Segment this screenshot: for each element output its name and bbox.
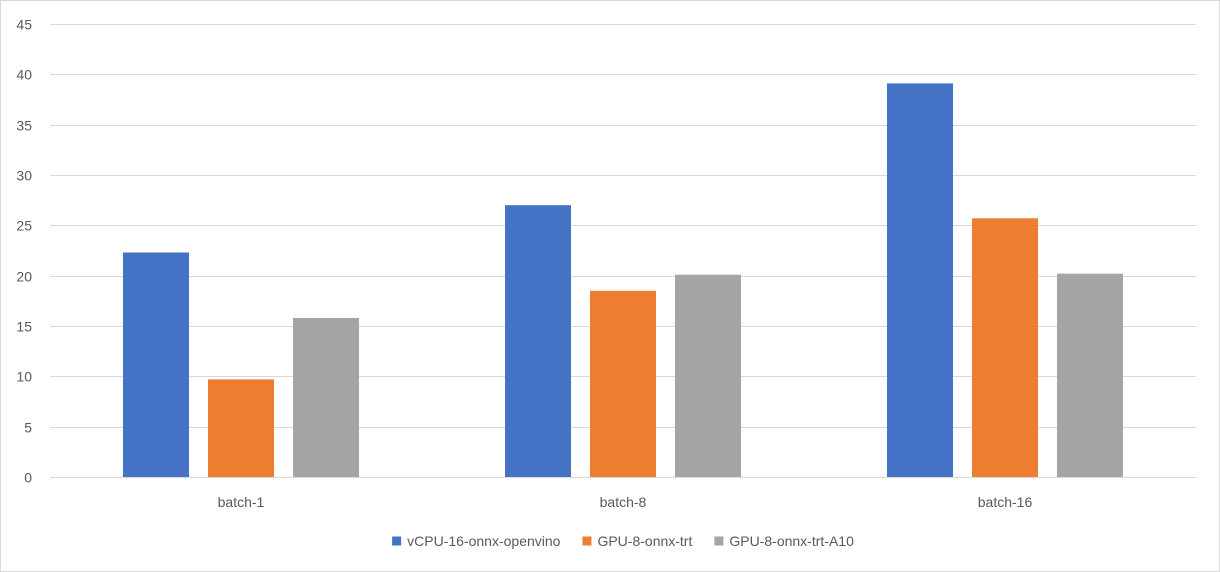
legend-label-vCPU-16-onnx-openvino: vCPU-16-onnx-openvino xyxy=(407,533,561,549)
legend-label-GPU-8-onnx-trt: GPU-8-onnx-trt xyxy=(597,533,692,549)
bar-GPU-8-onnx-trt-batch-1 xyxy=(208,379,274,477)
category-label-batch-1: batch-1 xyxy=(218,494,265,510)
bar-GPU-8-onnx-trt-A10-batch-16 xyxy=(1057,273,1123,477)
y-tick-label-30: 30 xyxy=(16,168,32,184)
bar-vCPU-16-onnx-openvino-batch-16 xyxy=(887,83,953,477)
y-tick-label-20: 20 xyxy=(16,269,32,285)
legend-swatch-GPU-8-onnx-trt xyxy=(582,536,592,546)
y-tick-label-25: 25 xyxy=(16,218,32,234)
legend-swatch-GPU-8-onnx-trt-A10 xyxy=(714,536,724,546)
bar-GPU-8-onnx-trt-A10-batch-1 xyxy=(293,317,359,477)
bar-vCPU-16-onnx-openvino-batch-8 xyxy=(505,205,571,477)
bar-vCPU-16-onnx-openvino-batch-1 xyxy=(123,252,189,477)
y-tick-label-35: 35 xyxy=(16,118,32,134)
bar-GPU-8-onnx-trt-batch-8 xyxy=(590,290,656,477)
y-tick-label-5: 5 xyxy=(24,420,32,436)
y-tick-label-0: 0 xyxy=(24,470,32,486)
y-tick-label-10: 10 xyxy=(16,369,32,385)
bar-GPU-8-onnx-trt-A10-batch-8 xyxy=(675,274,741,477)
y-tick-label-15: 15 xyxy=(16,319,32,335)
bar-GPU-8-onnx-trt-batch-16 xyxy=(972,218,1038,477)
legend-swatch-vCPU-16-onnx-openvino xyxy=(392,536,402,546)
category-label-batch-16: batch-16 xyxy=(978,494,1033,510)
legend-label-GPU-8-onnx-trt-A10: GPU-8-onnx-trt-A10 xyxy=(729,533,854,549)
y-tick-label-40: 40 xyxy=(16,67,32,83)
category-label-batch-8: batch-8 xyxy=(600,494,647,510)
y-tick-label-45: 45 xyxy=(16,17,32,33)
